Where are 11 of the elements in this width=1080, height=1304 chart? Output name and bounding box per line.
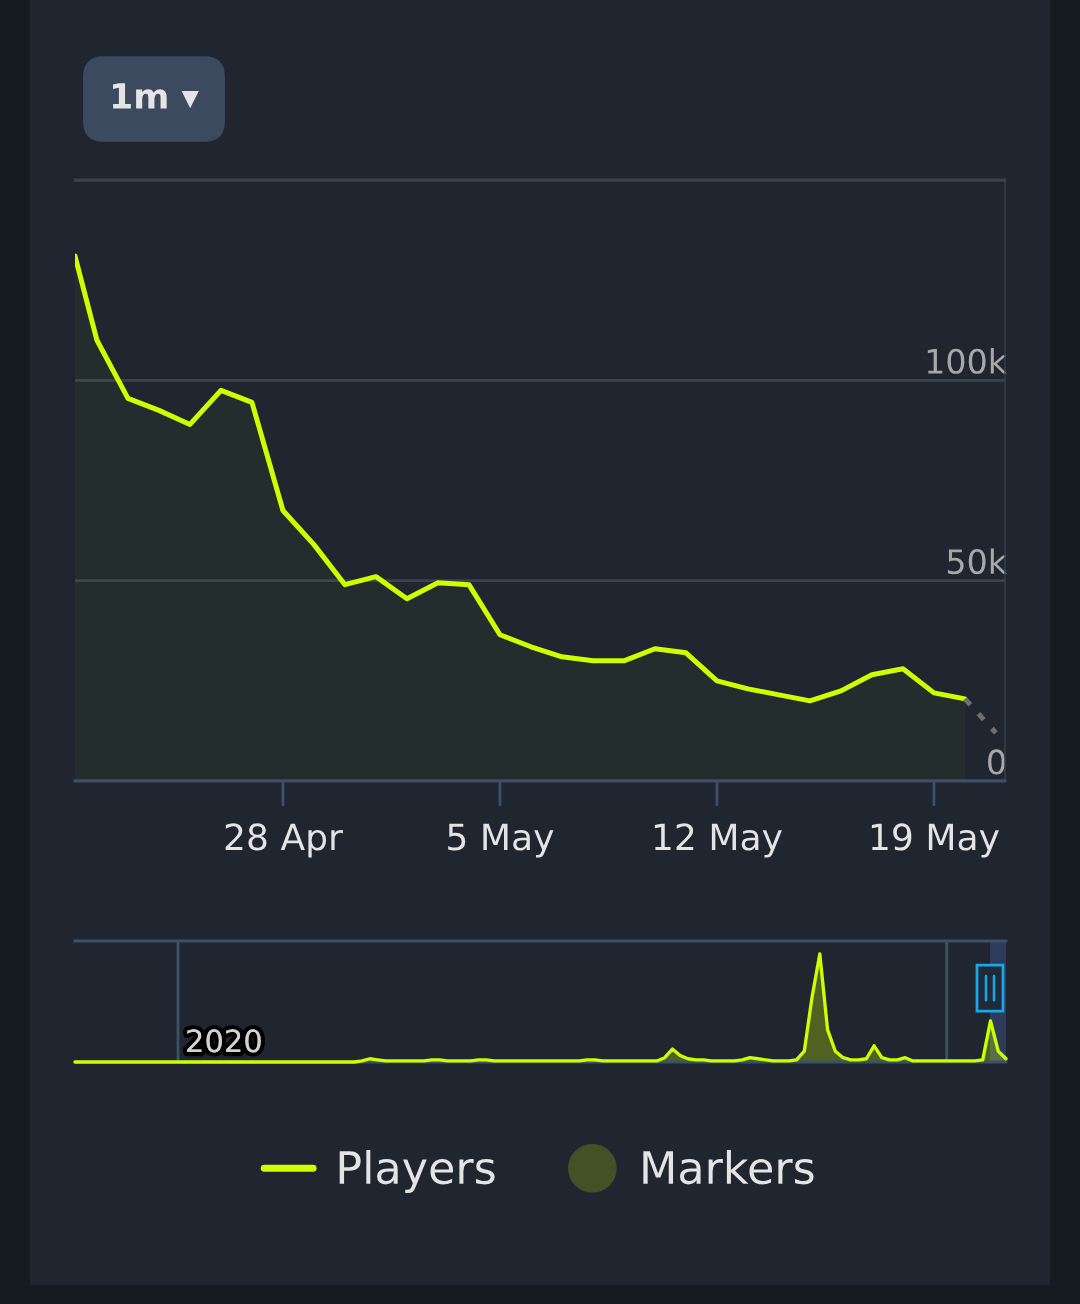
legend-label: Players <box>339 1150 495 1194</box>
y-tick-label: 50k <box>947 548 1007 575</box>
x-tick-label: 5 May <box>448 823 554 858</box>
legend-label: Markers <box>643 1150 814 1185</box>
y-tick-label: 0 <box>988 749 1005 775</box>
x-tick-label: 19 May <box>871 823 999 858</box>
x-tick-label: 28 Apr <box>225 823 343 858</box>
annotation: 2020 <box>187 1029 261 1053</box>
x-tick-label: 12 May <box>654 823 782 858</box>
text: 1m ▾ <box>112 83 199 109</box>
y-tick-label: 100k <box>927 348 1007 374</box>
